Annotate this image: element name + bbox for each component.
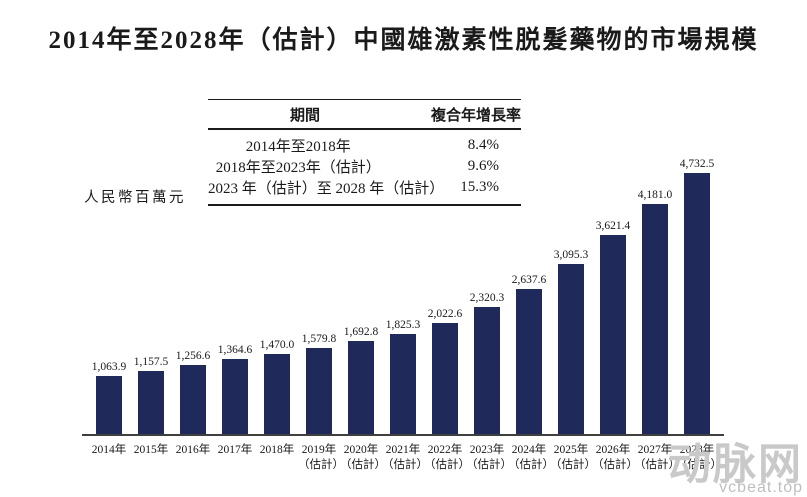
bar	[474, 307, 500, 435]
bar-group: 2,320.3	[466, 291, 508, 435]
bar-value-label: 2,320.3	[469, 291, 505, 304]
y-axis-unit-label: 人民幣百萬元	[84, 190, 186, 206]
watermark-site-url: vcbeat.top	[719, 479, 803, 496]
bar-group: 1,063.9	[88, 360, 130, 435]
bar-group: 1,579.8	[298, 332, 340, 435]
bar	[348, 341, 374, 435]
period-cell: 2018年至2023年（估計）	[215, 160, 381, 176]
bar	[96, 376, 122, 435]
bar-group: 1,470.0	[256, 338, 298, 435]
x-axis-line	[82, 434, 724, 436]
table-row: 2023 年（估計）至 2028 年（估計） 15.3%	[208, 177, 521, 198]
x-tick-label: 2023年 （估計）	[466, 444, 512, 471]
bar-value-label: 1,256.6	[175, 349, 211, 362]
bar	[684, 173, 710, 435]
table-header-period: 期間	[290, 107, 321, 124]
table-row: 2018年至2023年（估計） 9.6%	[208, 156, 521, 177]
bar-value-label: 1,063.9	[91, 360, 127, 373]
bar	[390, 334, 416, 435]
cagr-cell: 8.4%	[467, 137, 499, 153]
bar-value-label: 1,157.5	[133, 355, 169, 368]
bar	[138, 371, 164, 435]
bar-value-label: 1,579.8	[301, 332, 337, 345]
bar-group: 1,256.6	[172, 349, 214, 435]
cagr-cell: 9.6%	[467, 158, 499, 174]
x-tick-label: 2015年	[133, 444, 169, 456]
x-tick-label: 2028年 （估計）	[676, 444, 722, 471]
bar-group: 1,364.6	[214, 343, 256, 435]
bar	[180, 365, 206, 435]
bar-value-label: 4,181.0	[637, 188, 673, 201]
period-cell: 2023 年（估計）至 2028 年（估計）	[208, 181, 445, 197]
bar-value-label: 1,692.8	[343, 325, 379, 338]
cagr-table-body: 2014年至2018年 8.4% 2018年至2023年（估計） 9.6% 2023 年…	[208, 130, 521, 204]
bar-group: 1,825.3	[382, 318, 424, 435]
bar	[642, 204, 668, 435]
bar-group: 3,095.3	[550, 248, 592, 435]
cagr-table: 期間 複合年增長率 2014年至2018年 8.4% 2018年至2023年（估計）…	[208, 99, 521, 206]
bar-value-label: 1,364.6	[217, 343, 253, 356]
x-tick-label: 2026年 （估計）	[592, 444, 638, 471]
bar-group: 1,157.5	[130, 355, 172, 435]
bar-group: 2,022.6	[424, 307, 466, 435]
bar	[222, 359, 248, 435]
table-row: 2014年至2018年 8.4%	[208, 135, 521, 156]
bar-chart: 1,063.9 1,157.5 1,256.6 1,364.6 1,470.0 1,579…	[82, 130, 724, 436]
x-tick-label: 2017年	[217, 444, 253, 456]
x-tick-label: 2027年 （估計）	[634, 444, 680, 471]
bar	[600, 235, 626, 435]
x-axis-labels: 2014年 2015年 2016年 2017年 2018年 2019年 （估計） 2020年（…	[88, 443, 722, 473]
x-tick-label: 2022年 （估計）	[424, 444, 470, 471]
bar	[516, 289, 542, 435]
bar	[432, 323, 458, 435]
cagr-cell: 15.3%	[460, 179, 499, 195]
x-tick-label: 2021年 （估計）	[382, 444, 428, 471]
x-tick-label: 2018年	[259, 444, 295, 456]
bar-value-label: 2,022.6	[427, 307, 463, 320]
bar-value-label: 4,732.5	[679, 157, 715, 170]
x-tick-label: 2024年 （估計）	[508, 444, 554, 471]
bar-value-label: 1,825.3	[385, 318, 421, 331]
bar-group: 4,732.5	[676, 157, 718, 435]
bar	[558, 264, 584, 435]
bar-value-label: 1,470.0	[259, 338, 295, 351]
page-title: 2014年至2028年（估計）中國雄激素性脱髮藥物的市場規模	[48, 27, 759, 54]
bar	[306, 348, 332, 435]
x-tick-label: 2016年	[175, 444, 211, 456]
bars-container: 1,063.9 1,157.5 1,256.6 1,364.6 1,470.0 1,579…	[88, 157, 718, 435]
bar	[264, 354, 290, 435]
bar-group: 4,181.0	[634, 188, 676, 435]
bar-group: 1,692.8	[340, 325, 382, 435]
cagr-table-header-row: 期間 複合年增長率	[208, 100, 521, 130]
table-header-cagr: 複合年增長率	[430, 107, 521, 124]
bar-group: 2,637.6	[508, 273, 550, 435]
x-tick-label: 2020年 （估計）	[340, 444, 386, 471]
x-tick-label: 2019年 （估計）	[298, 444, 344, 471]
x-tick-label: 2025年 （估計）	[550, 444, 596, 471]
bar-value-label: 3,621.4	[595, 219, 631, 232]
period-cell: 2014年至2018年	[245, 139, 351, 155]
x-tick-label: 2014年	[91, 444, 127, 456]
bar-value-label: 2,637.6	[511, 273, 547, 286]
bar-group: 3,621.4	[592, 219, 634, 435]
bar-value-label: 3,095.3	[553, 248, 589, 261]
